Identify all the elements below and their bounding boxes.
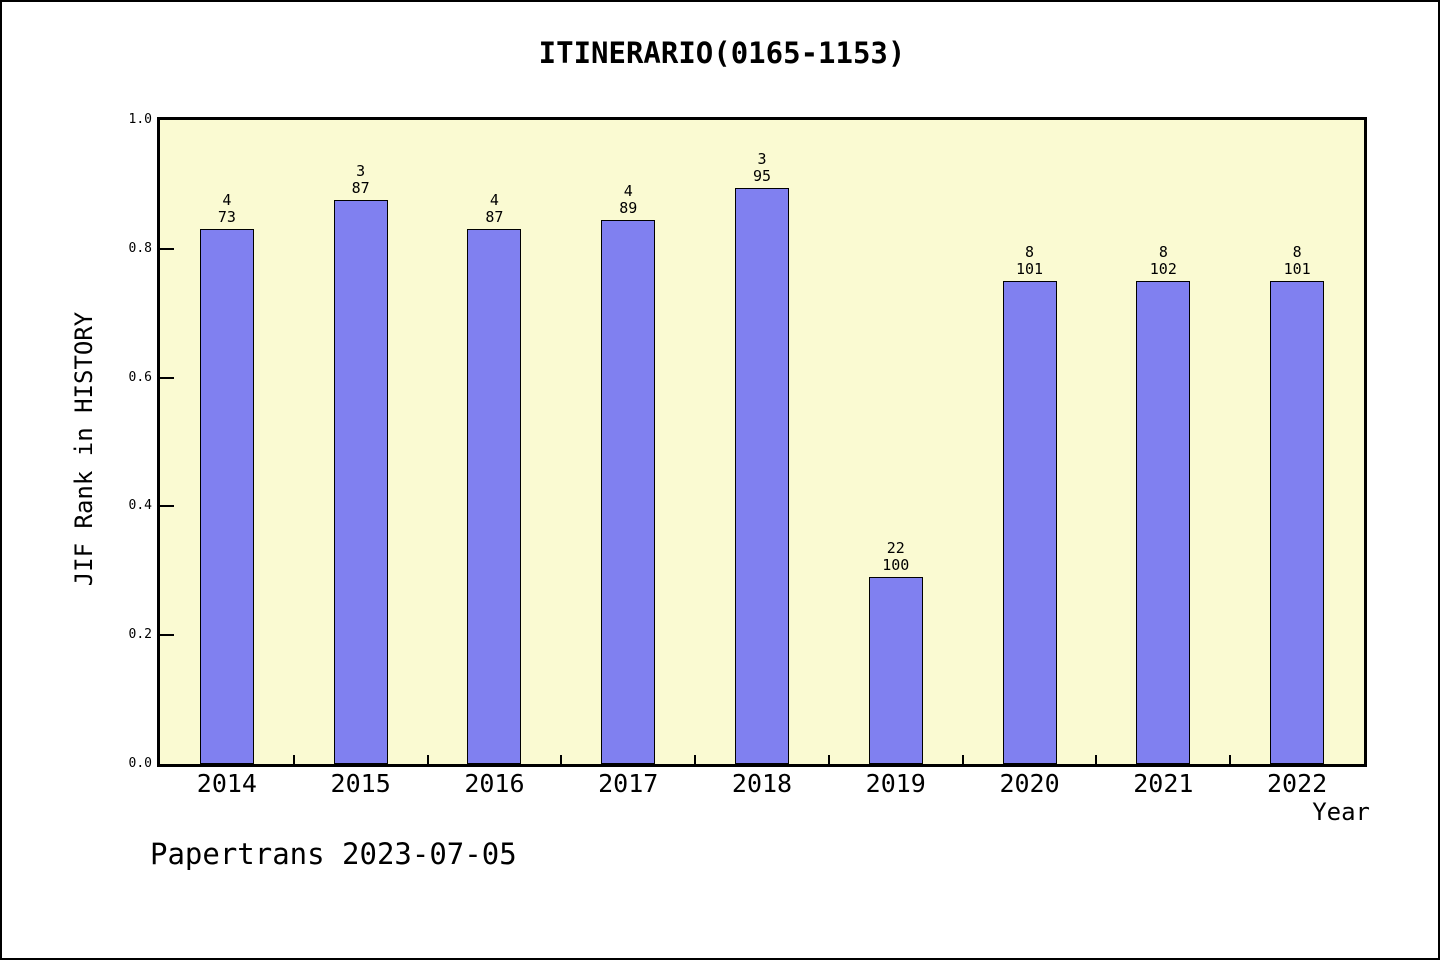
- x-minor-tick: [694, 755, 697, 764]
- bar-rank-2020: 8: [1025, 243, 1035, 261]
- x-tick-label-2021: 2021: [1133, 769, 1194, 798]
- bar-total-2017: 89: [619, 199, 638, 217]
- x-tick-label-2017: 2017: [598, 769, 659, 798]
- y-tick-mark: [160, 634, 174, 637]
- bar-total-2022: 101: [1283, 260, 1311, 278]
- bar-value-label-2018: 3 95: [702, 151, 822, 185]
- x-axis-title: Year: [1312, 798, 1370, 826]
- bar-value-label-2014: 4 73: [167, 192, 287, 226]
- bar-value-label-2020: 8 101: [970, 244, 1090, 278]
- bar-2017: [601, 220, 656, 764]
- y-tick-label: 0.0: [128, 756, 152, 771]
- bar-total-2021: 102: [1149, 260, 1177, 278]
- x-minor-tick: [292, 755, 295, 764]
- bar-rank-2022: 8: [1292, 243, 1302, 261]
- bar-rank-2014: 4: [222, 191, 232, 209]
- plot-area: 4 73 3 87 4 87 4 89 3 95 22 100 8 101 8 102 8 101: [160, 120, 1364, 764]
- bar-total-2016: 87: [485, 208, 504, 226]
- x-minor-tick: [1229, 755, 1232, 764]
- bar-rank-2018: 3: [757, 150, 767, 168]
- bar-value-label-2021: 8 102: [1103, 244, 1223, 278]
- chart-title: ITINERARIO(0165-1153): [538, 36, 906, 70]
- x-minor-tick: [827, 755, 830, 764]
- bar-rank-2019: 22: [886, 539, 905, 557]
- x-minor-tick: [560, 755, 563, 764]
- bar-2021: [1136, 281, 1191, 764]
- bar-value-label-2022: 8 101: [1237, 244, 1357, 278]
- x-tick-label-2018: 2018: [731, 769, 793, 798]
- bar-2018: [735, 188, 789, 764]
- y-tick-label: 0.4: [128, 498, 152, 514]
- bar-total-2019: 100: [882, 556, 910, 574]
- bar-2019: [868, 577, 923, 764]
- bar-2020: [1002, 281, 1057, 764]
- y-tick-label: 1.0: [128, 112, 152, 127]
- y-tick-mark: [160, 376, 174, 379]
- x-minor-tick: [426, 755, 429, 764]
- bar-rank-2015: 3: [356, 162, 366, 180]
- bar-2016: [467, 229, 522, 764]
- x-minor-tick: [1095, 755, 1098, 764]
- y-tick-label: 0.6: [128, 369, 152, 385]
- bar-value-label-2015: 3 87: [301, 163, 421, 197]
- x-minor-tick: [961, 755, 964, 764]
- x-tick-label-2019: 2019: [865, 769, 926, 798]
- x-tick-label-2014: 2014: [196, 769, 257, 798]
- bar-value-label-2016: 4 87: [434, 192, 554, 226]
- bar-value-label-2017: 4 89: [568, 183, 688, 217]
- x-tick-label-2020: 2020: [999, 769, 1060, 798]
- y-tick-mark: [160, 247, 174, 250]
- y-tick-mark: [160, 505, 174, 508]
- bar-2015: [333, 200, 388, 764]
- x-tick-label-2022: 2022: [1267, 769, 1328, 798]
- y-axis-title: JIF Rank in HISTORY: [70, 311, 98, 587]
- bar-rank-2021: 8: [1158, 243, 1168, 261]
- x-tick-label-2016: 2016: [464, 769, 525, 798]
- bar-total-2014: 73: [217, 208, 236, 226]
- plot-frame: 4 73 3 87 4 87 4 89 3 95 22 100 8 101 8 102 8 101: [157, 117, 1367, 767]
- bar-rank-2016: 4: [489, 191, 499, 209]
- watermark-text: Papertrans 2023-07-05: [150, 837, 517, 871]
- bar-total-2018: 95: [752, 167, 772, 185]
- bar-rank-2017: 4: [623, 182, 633, 200]
- y-tick-label: 0.8: [128, 240, 152, 256]
- bar-2014: [199, 229, 254, 764]
- x-tick-label-2015: 2015: [330, 769, 391, 798]
- bar-total-2020: 101: [1016, 260, 1044, 278]
- y-tick-label: 0.2: [128, 627, 152, 643]
- bar-value-label-2019: 22 100: [836, 540, 956, 574]
- bar-total-2015: 87: [351, 179, 370, 197]
- bar-2022: [1270, 281, 1325, 764]
